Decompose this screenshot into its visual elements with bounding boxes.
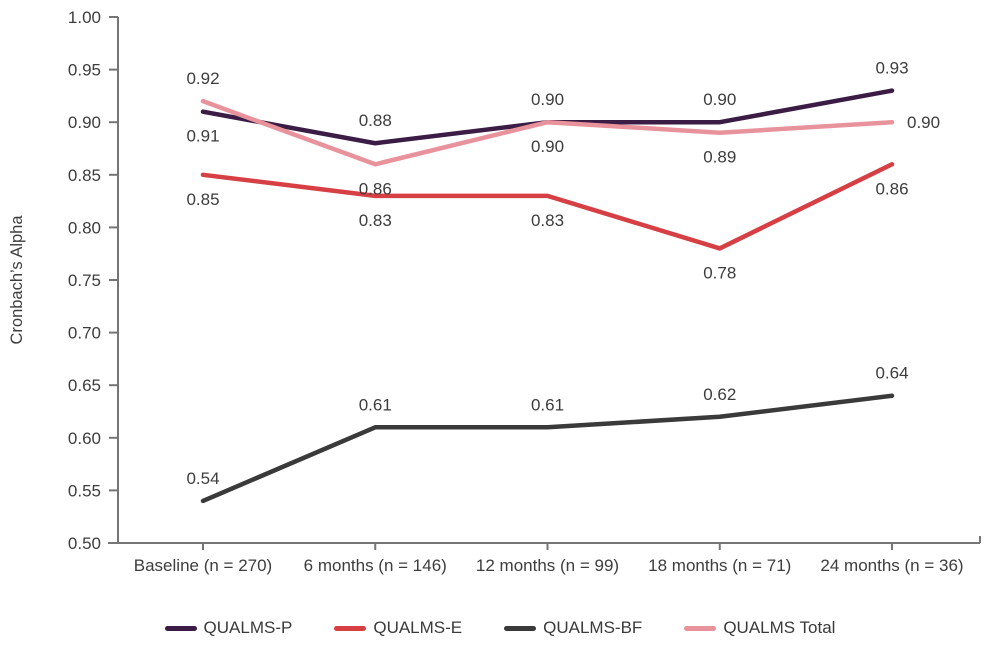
y-tick-label: 0.60 [68, 429, 101, 448]
x-tick-label: 12 months (n = 99) [476, 556, 619, 575]
x-tick-label: Baseline (n = 270) [134, 556, 272, 575]
data-label: 0.62 [703, 385, 736, 404]
data-label: 0.90 [907, 113, 940, 132]
x-tick-label: 6 months (n = 146) [304, 556, 447, 575]
y-tick-label: 0.85 [68, 166, 101, 185]
series-line-qualms-total [200, 98, 895, 167]
data-label: 0.83 [359, 211, 392, 230]
legend-item-qualms-total: QUALMS Total [684, 618, 835, 638]
chart-legend: QUALMS-P QUALMS-E QUALMS-BF QUALMS Total [0, 608, 1000, 648]
data-label: 0.88 [359, 111, 392, 130]
data-label: 0.54 [186, 469, 219, 488]
series-line-qualms-e [200, 162, 895, 251]
data-label: 0.61 [531, 395, 564, 414]
data-label: 0.83 [531, 211, 564, 230]
legend-item-qualms-p: QUALMS-P [164, 618, 293, 638]
legend-item-qualms-bf: QUALMS-BF [504, 618, 642, 638]
data-label: 0.89 [703, 148, 736, 167]
data-label: 0.91 [186, 127, 219, 146]
data-label: 0.90 [531, 90, 564, 109]
data-label: 0.93 [875, 59, 908, 78]
y-tick-label: 0.65 [68, 376, 101, 395]
legend-item-qualms-e: QUALMS-E [334, 618, 462, 638]
y-tick-label: 0.80 [68, 218, 101, 237]
series-line-qualms-bf [200, 393, 895, 504]
y-tick-label: 0.50 [68, 534, 101, 553]
data-label: 0.64 [875, 364, 908, 383]
y-axis-title: Cronbach’s Alpha [8, 215, 26, 345]
y-tick-label: 1.00 [68, 8, 101, 27]
x-tick-label: 18 months (n = 71) [648, 556, 791, 575]
legend-line-swatch [504, 625, 537, 631]
y-tick-label: 0.90 [68, 113, 101, 132]
data-label: 0.90 [703, 90, 736, 109]
legend-line-swatch [334, 625, 367, 631]
data-label: 0.85 [186, 190, 219, 209]
data-label: 0.92 [186, 69, 219, 88]
y-tick-label: 0.55 [68, 481, 101, 500]
legend-label: QUALMS-P [203, 618, 293, 637]
data-label: 0.78 [703, 263, 736, 282]
x-tick-label: 24 months (n = 36) [820, 556, 963, 575]
legend-label: QUALMS Total [723, 618, 836, 637]
y-tick-label: 0.70 [68, 324, 101, 343]
data-label: 0.86 [875, 179, 908, 198]
y-tick-label: 0.95 [68, 61, 101, 80]
legend-label: QUALMS-E [373, 618, 463, 637]
legend-label: QUALMS-BF [543, 618, 643, 637]
data-label: 0.86 [359, 179, 392, 198]
legend-line-swatch [164, 625, 197, 631]
data-label: 0.90 [531, 137, 564, 156]
legend-line-swatch [684, 625, 717, 631]
data-label: 0.61 [359, 395, 392, 414]
chart-plot-area: Cronbach’s Alpha 1.00 0.95 0.90 0.85 0.80 0.7… [8, 8, 981, 575]
y-tick-label: 0.75 [68, 271, 101, 290]
